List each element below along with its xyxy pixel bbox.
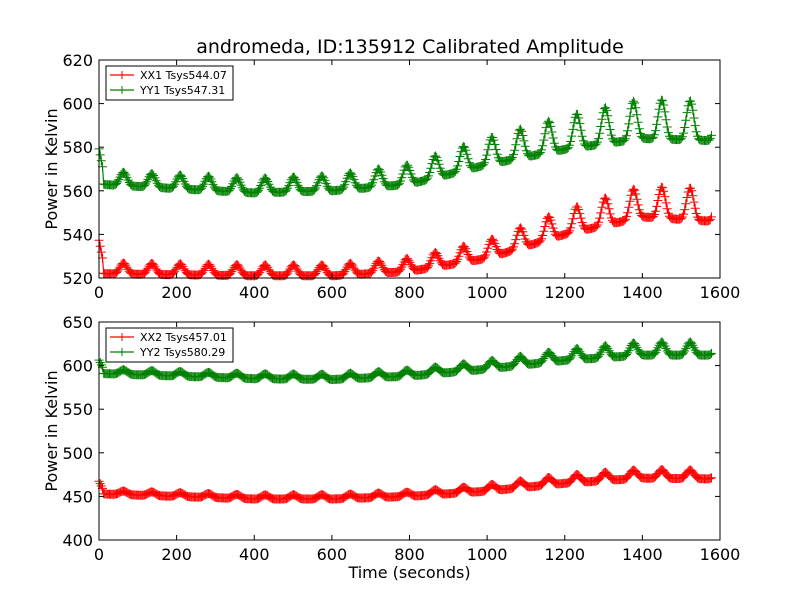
y-tick-label: 520 <box>62 269 93 288</box>
x-tick-label: 1600 <box>700 545 741 564</box>
x-tick-label: 400 <box>239 545 270 564</box>
x-tick-label: 800 <box>394 283 425 302</box>
top-panel: 0 200 400 600 800 1000 1200 1400 1600 520 540 560 58… <box>42 51 740 302</box>
y-tick-label: 400 <box>62 531 93 550</box>
plot-area <box>94 95 716 281</box>
x-tick-label: 600 <box>317 283 348 302</box>
x-tick-label: 1400 <box>622 545 663 564</box>
legend-swatch-marker <box>118 71 126 79</box>
x-tick-label: 600 <box>317 545 348 564</box>
x-tick-label: 0 <box>94 545 104 564</box>
y-tick-label: 600 <box>62 357 93 376</box>
y-tick-label: 540 <box>62 225 93 244</box>
x-tick-label: 1200 <box>544 545 585 564</box>
legend-swatch-marker <box>118 86 126 94</box>
x-tick-label: 200 <box>161 283 192 302</box>
y-tick-label: 580 <box>62 138 93 157</box>
legend-box <box>105 327 234 363</box>
x-tick-label: 1400 <box>622 283 663 302</box>
legend: XX1 Tsys544.07 YY1 Tsys547.31 <box>105 65 234 101</box>
legend-box <box>105 65 234 101</box>
chart-title: andromeda, ID:135912 Calibrated Amplitud… <box>196 36 624 58</box>
y-tick-label: 550 <box>62 400 93 419</box>
x-tick-label: 1000 <box>467 545 508 564</box>
bottom-panel: 0 200 400 600 800 1000 1200 1400 1600 400 450 500 55… <box>42 313 740 582</box>
x-tick-label: 1000 <box>467 283 508 302</box>
x-tick-label: 1200 <box>544 283 585 302</box>
y-tick-label: 560 <box>62 182 93 201</box>
y-tick-label: 650 <box>62 313 93 332</box>
x-tick-label: 0 <box>94 283 104 302</box>
y-tick-label: 600 <box>62 95 93 114</box>
plot-area <box>94 337 716 504</box>
y-axis-label: Power in Kelvin <box>42 370 61 491</box>
y-tick-label: 450 <box>62 487 93 506</box>
legend-swatch-marker <box>118 348 126 356</box>
legend-entry: YY2 Tsys580.29 <box>139 346 225 359</box>
y-axis-label: Power in Kelvin <box>42 108 61 229</box>
x-tick-label: 800 <box>394 545 425 564</box>
legend-entry: XX1 Tsys544.07 <box>140 69 227 82</box>
y-tick-label: 500 <box>62 444 93 463</box>
x-tick-label: 400 <box>239 283 270 302</box>
legend: XX2 Tsys457.01 YY2 Tsys580.29 <box>105 327 234 363</box>
y-tick-label: 620 <box>62 51 93 70</box>
legend-entry: XX2 Tsys457.01 <box>140 331 227 344</box>
legend-swatch-marker <box>118 333 126 341</box>
x-tick-label: 200 <box>161 545 192 564</box>
legend-entry: YY1 Tsys547.31 <box>139 84 225 97</box>
x-tick-label: 1600 <box>700 283 741 302</box>
x-axis-label: Time (seconds) <box>347 563 470 582</box>
